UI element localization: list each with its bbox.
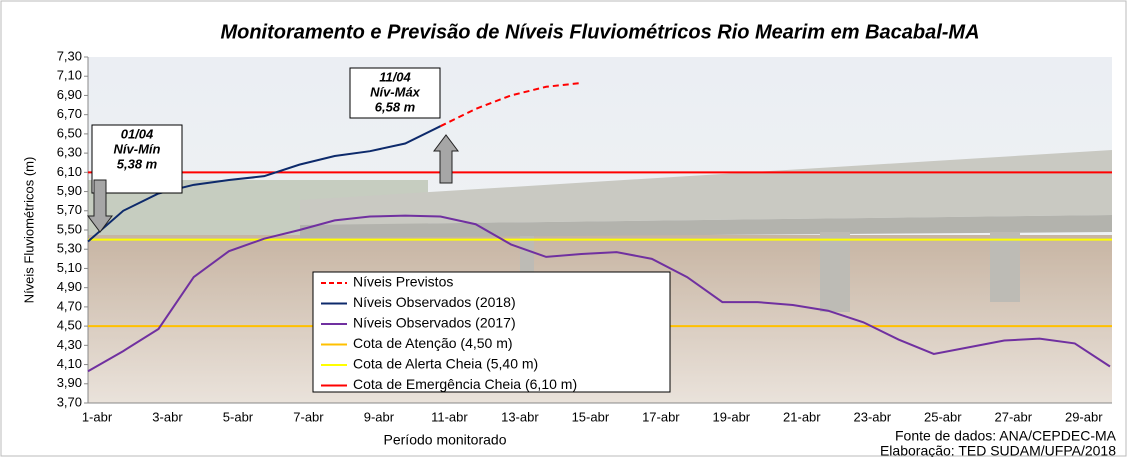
x-tick-label: 29-abr: [1065, 409, 1103, 424]
y-tick-label: 5,70: [57, 202, 82, 217]
y-tick-label: 7,10: [57, 68, 82, 83]
source: Elaboração: TED SUDAM/UFPA/2018: [880, 443, 1116, 457]
y-tick-label: 6,10: [57, 164, 82, 179]
series-line: [439, 81, 582, 128]
x-tick-label: 13-abr: [501, 409, 539, 424]
y-tick-label: 4,90: [57, 279, 82, 294]
series-line: [87, 125, 441, 243]
y-tick-label: 6,90: [57, 87, 82, 102]
bridge-pier: [820, 232, 850, 312]
annotation-text: Nív-Máx: [370, 84, 421, 99]
y-tick-label: 5,90: [57, 183, 82, 198]
chart-title: Monitoramento e Previsão de Níveis Fluvi…: [220, 21, 979, 43]
x-axis-title: Período monitorado: [384, 432, 507, 448]
legend-label: Níveis Previstos: [353, 274, 453, 290]
y-tick-label: 6,70: [57, 106, 82, 121]
legend-label: Níveis Observados (2017): [353, 315, 516, 331]
legend: Níveis Previstos Níveis Observados (2018)…: [312, 271, 671, 393]
x-tick-label: 7-abr: [293, 409, 324, 424]
x-tick-label: 15-abr: [572, 409, 610, 424]
x-tick-label: 1-abr: [82, 409, 113, 424]
annotation-arrow: [87, 179, 113, 233]
y-tick-label: 7,30: [57, 48, 82, 63]
series-line: [87, 214, 1111, 373]
x-tick-label: 25-abr: [924, 409, 962, 424]
x-tick-label: 11-abr: [431, 409, 468, 424]
annotation-box: [349, 67, 441, 119]
y-tick-label: 5,50: [57, 221, 82, 236]
bridge-pier: [520, 236, 534, 276]
x-tick-label: 21-abr: [783, 409, 821, 424]
bridge-deck: [300, 150, 1112, 225]
legend-label: Cota de Alerta Cheia (5,40 m): [353, 356, 538, 372]
y-tick-label: 4,10: [57, 356, 82, 371]
y-tick-label: 3,90: [57, 375, 82, 390]
y-tick-label: 4,70: [57, 298, 82, 313]
source: Fonte de dados: ANA/CEPDEC-MA: [895, 428, 1117, 444]
x-tick-label: 23-abr: [854, 409, 892, 424]
y-tick-label: 6,50: [57, 125, 82, 140]
annotation-arrow: [433, 134, 459, 184]
annotation-text: 11/04: [379, 69, 411, 84]
y-tick-label: 4,50: [57, 318, 82, 333]
y-tick-label: 5,10: [57, 260, 82, 275]
y-tick-label: 6,30: [57, 145, 82, 160]
x-tick-label: 27-abr: [994, 409, 1032, 424]
x-tick-label: 9-abr: [364, 409, 395, 424]
x-tick-label: 3-abr: [152, 409, 183, 424]
x-tick-label: 19-abr: [713, 409, 751, 424]
legend-label: Níveis Observados (2018): [353, 294, 516, 310]
legend-label: Cota de Atenção (4,50 m): [353, 335, 513, 351]
annotation-box: [91, 124, 183, 194]
background-photo: [88, 57, 1112, 403]
y-axis-title: Níveis Fluviométricos (m): [21, 157, 36, 304]
y-tick-label: 5,30: [57, 241, 82, 256]
bridge-pier: [990, 232, 1020, 302]
x-tick-label: 17-abr: [642, 409, 680, 424]
annotation-text: 01/04: [121, 126, 154, 141]
annotation-text: 6,58 m: [375, 99, 416, 114]
y-tick-label: 3,70: [57, 394, 82, 409]
annotation-text: 5,38 m: [117, 156, 158, 171]
legend-label: Cota de Emergência Cheia (6,10 m): [353, 376, 577, 392]
annotation-text: Nív-Mín: [114, 141, 161, 156]
y-tick-label: 4,30: [57, 337, 82, 352]
x-tick-label: 5-abr: [223, 409, 254, 424]
bridge-beam: [300, 215, 1112, 238]
legend-box: [312, 271, 671, 393]
